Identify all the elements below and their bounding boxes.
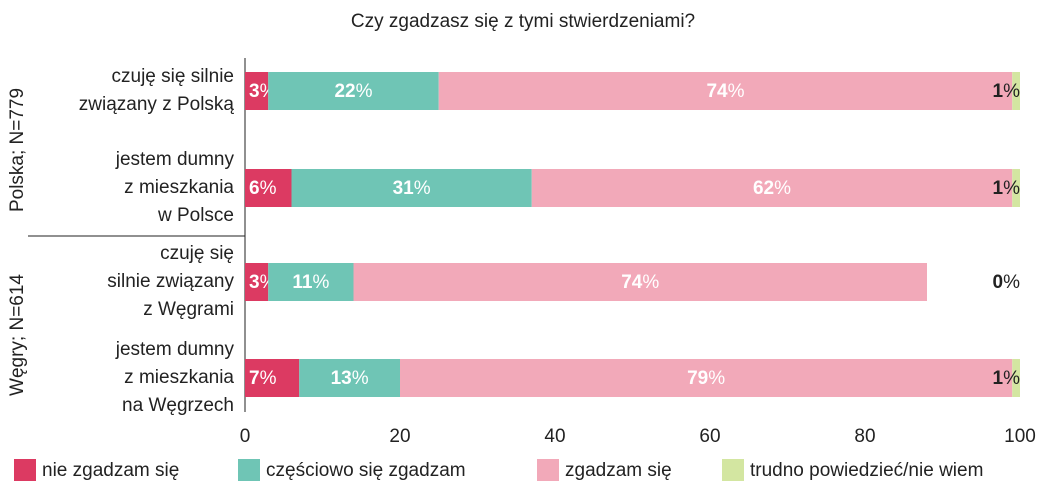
legend-label: zgadzam się [565, 460, 672, 481]
value-number: 1 [993, 178, 1004, 199]
bar-segment [531, 169, 1013, 207]
data-label: 6% [249, 178, 277, 199]
data-label: 0% [993, 272, 1021, 293]
bar-segment [245, 169, 292, 207]
value-number: 62 [753, 178, 774, 199]
bar-segment [268, 263, 354, 301]
x-tick-label: 80 [854, 426, 875, 447]
value-unit: % [1003, 368, 1020, 389]
group-label: Węgry; N=614 [7, 274, 28, 396]
data-label: 74% [706, 81, 744, 102]
value-number: 74 [621, 272, 643, 293]
value-unit: % [1003, 178, 1020, 199]
chart-title: Czy zgadzasz się z tymi stwierdzeniami? [351, 11, 695, 32]
value-number: 0 [993, 272, 1004, 293]
value-number: 74 [706, 81, 728, 102]
value-number: 31 [393, 178, 415, 199]
value-number: 79 [687, 368, 708, 389]
category-label: czuję się silnie związany z Węgrami [107, 243, 234, 320]
value-unit: % [312, 272, 329, 293]
value-number: 13 [331, 368, 352, 389]
x-tick-label: 40 [544, 426, 565, 447]
value-unit: % [1003, 81, 1020, 102]
value-number: 22 [334, 81, 355, 102]
data-label: 1% [993, 178, 1021, 199]
bar-segment [291, 169, 532, 207]
value-number: 1 [993, 368, 1004, 389]
value-unit: % [260, 178, 277, 199]
value-unit: % [642, 272, 659, 293]
group-label: Polska; N=779 [7, 88, 28, 212]
value-number: 11 [292, 272, 313, 293]
legend-swatch [238, 459, 260, 481]
legend-label: częściowo się zgadzam [266, 460, 466, 481]
value-unit: % [1003, 272, 1020, 293]
x-tick-label: 60 [699, 426, 720, 447]
legend-swatch [14, 459, 36, 481]
bar-segment [1012, 359, 1020, 397]
x-tick-label: 100 [1004, 426, 1036, 447]
data-label: 31% [393, 178, 431, 199]
value-number: 3 [249, 81, 260, 102]
legend-label: nie zgadzam się [42, 460, 179, 481]
category-label: czuję się silnie związany z Polską [78, 66, 234, 115]
bar-segment [1012, 72, 1020, 110]
value-unit: % [356, 81, 373, 102]
data-label: 13% [331, 368, 369, 389]
value-number: 3 [249, 272, 260, 293]
data-label: 7% [249, 368, 277, 389]
x-tick-label: 20 [389, 426, 410, 447]
value-unit: % [728, 81, 745, 102]
x-tick-label: 0 [240, 426, 251, 447]
data-label: 79% [687, 368, 725, 389]
value-number: 7 [249, 368, 260, 389]
value-unit: % [708, 368, 725, 389]
value-number: 1 [993, 81, 1004, 102]
legend-swatch [537, 459, 559, 481]
bar-segment [299, 359, 400, 397]
bar-segment [353, 263, 927, 301]
data-label: 62% [753, 178, 791, 199]
value-number: 6 [249, 178, 260, 199]
data-label: 1% [993, 81, 1021, 102]
data-label: 1% [993, 368, 1021, 389]
data-label: 11% [292, 272, 329, 293]
bar-segment [245, 72, 269, 110]
bar-segment [245, 263, 269, 301]
legend-swatch [722, 459, 744, 481]
bar-segment [400, 359, 1013, 397]
bar-segment [1012, 169, 1020, 207]
bar-segment [438, 72, 1013, 110]
category-label: jestem dumny z mieszkania na Węgrzech [115, 339, 234, 416]
data-label: 74% [621, 272, 659, 293]
value-unit: % [774, 178, 791, 199]
bar-segment [245, 359, 300, 397]
legend-label: trudno powiedzieć/nie wiem [750, 460, 983, 481]
data-label: 22% [334, 81, 372, 102]
value-unit: % [260, 368, 277, 389]
value-unit: % [352, 368, 369, 389]
category-label: jestem dumny z mieszkania w Polsce [115, 149, 234, 226]
bar-segment [268, 72, 439, 110]
value-unit: % [414, 178, 431, 199]
